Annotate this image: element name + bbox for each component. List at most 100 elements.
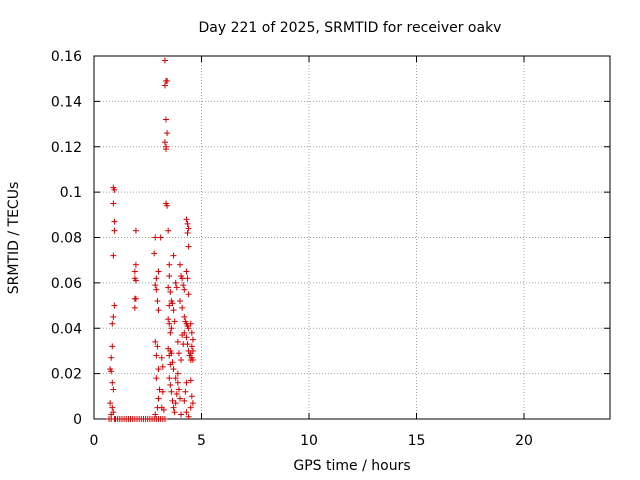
data-point: [175, 350, 182, 357]
data-point: [182, 388, 189, 395]
data-point: [108, 411, 115, 418]
y-tick-label: 0.16: [51, 49, 82, 65]
data-point: [189, 357, 196, 364]
data-point: [177, 395, 183, 402]
data-point: [165, 227, 172, 234]
data-point: [174, 338, 181, 345]
data-point: [173, 391, 180, 398]
grid-layer: [94, 56, 610, 419]
data-point: [170, 404, 177, 411]
data-point: [185, 413, 192, 420]
y-tick-label: 0.08: [51, 231, 82, 247]
x-tick-label: 5: [197, 433, 206, 449]
data-point: [181, 286, 188, 293]
data-point: [188, 393, 195, 400]
data-point: [111, 186, 118, 193]
y-tick-label: 0: [73, 412, 82, 428]
data-point: [152, 234, 159, 241]
data-point: [170, 307, 177, 314]
data-point: [154, 298, 161, 305]
data-point: [169, 300, 176, 307]
data-point: [131, 304, 138, 311]
data-point: [165, 316, 172, 323]
data-point: [165, 284, 172, 291]
data-point: [180, 282, 187, 289]
chart-title: Day 221 of 2025, SRMTID for receiver oak…: [199, 20, 502, 36]
data-point: [169, 397, 176, 404]
data-point: [171, 409, 178, 416]
data-point: [167, 288, 174, 295]
data-point: [171, 318, 178, 325]
data-point: [166, 261, 173, 268]
data-point: [110, 386, 117, 393]
y-tick-label: 0.12: [51, 140, 82, 156]
data-point: [187, 377, 194, 384]
data-point: [177, 261, 183, 268]
data-point: [132, 295, 139, 302]
x-tick-label: 0: [90, 433, 99, 449]
data-point: [158, 354, 165, 361]
data-point: [157, 234, 164, 241]
data-point: [168, 350, 175, 357]
data-point: [152, 338, 159, 345]
data-point: [178, 357, 185, 364]
data-point: [155, 268, 162, 275]
data-point: [183, 409, 190, 416]
data-point: [160, 406, 167, 413]
x-tick-label: 20: [515, 433, 533, 449]
data-point: [170, 252, 177, 259]
data-point: [159, 363, 166, 370]
data-point: [161, 82, 168, 89]
data-point: [177, 298, 183, 305]
data-point: [108, 368, 115, 375]
data-point: [131, 268, 138, 275]
data-point: [180, 341, 187, 348]
data-point: [170, 366, 177, 373]
data-point: [174, 370, 181, 377]
data-point: [167, 329, 174, 336]
data-point: [152, 411, 159, 418]
data-point: [110, 252, 117, 259]
data-point: [153, 275, 160, 282]
data-point: [179, 332, 186, 339]
data-point: [163, 146, 170, 153]
data-point: [181, 397, 188, 404]
data-point: [111, 227, 118, 234]
data-point: [163, 116, 170, 123]
data-point: [108, 354, 115, 361]
y-tick-label: 0.06: [51, 276, 82, 292]
data-point: [181, 313, 188, 320]
tick-layer: 0 0.02 0.04 0.06 0.08 0.1 0.12 0.14 0.16 0 5 10 15 20: [51, 49, 610, 449]
data-point: [111, 302, 118, 309]
x-tick-label: 15: [408, 433, 426, 449]
y-tick-label: 0.14: [51, 94, 82, 110]
data-point: [174, 379, 181, 386]
data-point: [107, 400, 114, 407]
data-point: [167, 381, 174, 388]
data-point: [179, 275, 186, 282]
data-point: [132, 227, 139, 234]
data-point: [167, 361, 174, 368]
data-point: [164, 202, 171, 209]
data-point: [187, 404, 194, 411]
data-point: [153, 375, 160, 382]
data-point: [168, 325, 175, 332]
data-point: [159, 388, 166, 395]
data-point: [187, 320, 194, 327]
y-axis-label: SRMTID / TECUs: [6, 182, 22, 295]
data-point: [166, 302, 173, 309]
x-tick-label: 10: [300, 433, 318, 449]
data-point: [164, 77, 171, 84]
data-point: [132, 277, 139, 284]
data-point: [189, 336, 196, 343]
data-point: [109, 404, 116, 411]
data-point: [189, 400, 196, 407]
data-point: [109, 379, 116, 386]
data-point: [168, 388, 175, 395]
y-tick-label: 0.04: [51, 321, 82, 337]
data-point: [172, 279, 179, 286]
data-point: [155, 395, 162, 402]
data-point: [179, 304, 186, 311]
data-point: [175, 386, 182, 393]
